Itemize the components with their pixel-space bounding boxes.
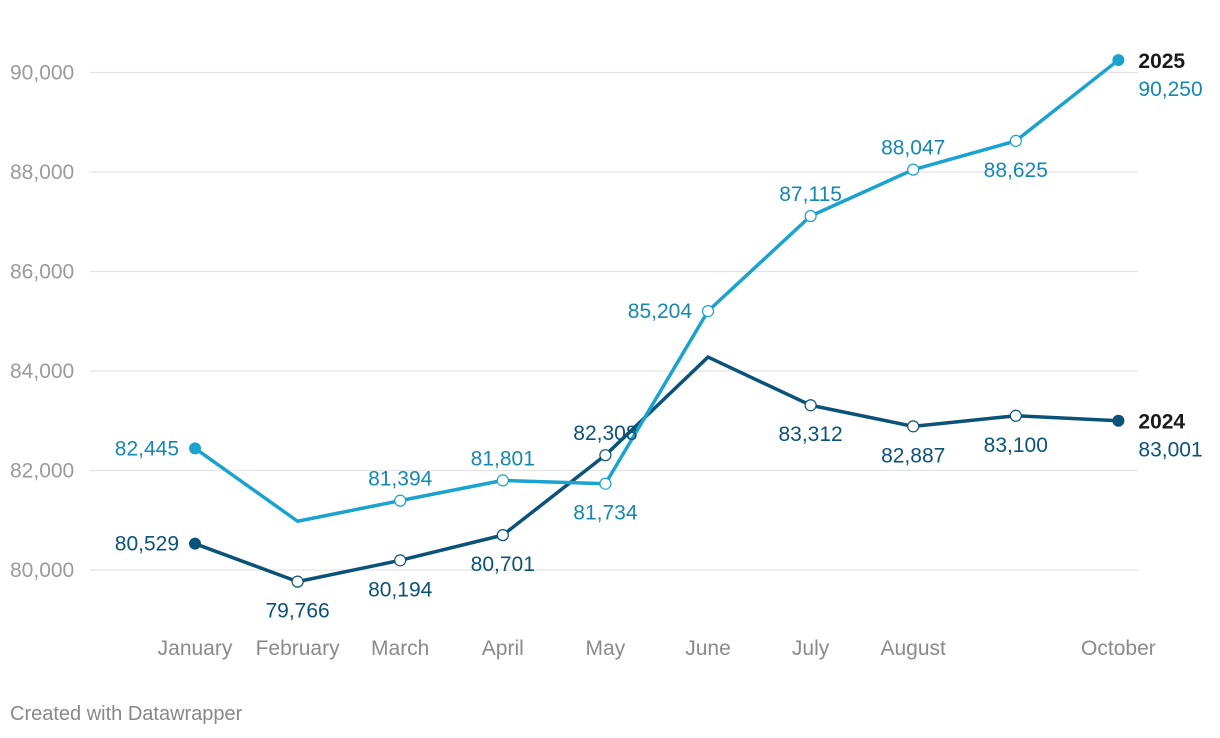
data-label: 81,394 <box>368 468 433 491</box>
data-label: 80,194 <box>368 578 433 601</box>
data-label: 80,701 <box>471 553 535 576</box>
x-tick-label: June <box>685 637 731 660</box>
endpoint-marker <box>1112 54 1125 67</box>
data-point <box>804 399 817 412</box>
x-tick-label: February <box>256 637 341 660</box>
data-label: 82,887 <box>881 444 945 467</box>
y-tick-label: 86,000 <box>10 261 74 284</box>
data-label: 81,734 <box>573 502 638 525</box>
data-label: 88,047 <box>881 137 945 160</box>
data-point <box>496 474 509 487</box>
x-tick-label: March <box>371 637 429 660</box>
x-tick-label: January <box>158 637 233 660</box>
endpoint-marker <box>189 537 201 550</box>
data-label: 90,250 <box>1138 78 1202 101</box>
data-label: 88,625 <box>984 159 1048 182</box>
series-line-2025 <box>193 58 1121 523</box>
series-name-label: 2024 <box>1138 411 1185 434</box>
x-tick-label: May <box>586 637 626 660</box>
data-label: 85,204 <box>628 300 693 323</box>
y-tick-label: 84,000 <box>10 360 74 383</box>
data-point <box>804 209 817 223</box>
x-tick-label: August <box>881 637 947 660</box>
data-point <box>394 554 407 567</box>
data-label: 80,529 <box>115 533 179 556</box>
data-label: 82,308 <box>573 422 637 445</box>
series-2025 <box>189 54 1125 523</box>
y-tick-label: 90,000 <box>10 62 74 85</box>
data-point <box>599 449 612 462</box>
series-lines <box>189 54 1125 588</box>
series-name-label: 2025 <box>1138 50 1185 73</box>
series-2024 <box>189 355 1125 588</box>
data-label: 83,312 <box>778 423 842 446</box>
data-point <box>701 305 715 318</box>
x-axis-ticks: January February March April May June July Augu… <box>158 637 1156 660</box>
data-point <box>907 420 920 433</box>
x-tick-label: July <box>792 637 830 660</box>
y-tick-label: 82,000 <box>10 460 74 483</box>
data-label: 79,766 <box>265 600 329 623</box>
data-label: 82,445 <box>115 437 179 460</box>
x-tick-label: April <box>482 637 524 660</box>
data-point <box>1009 409 1022 422</box>
data-point <box>1009 134 1022 148</box>
series-line-2024 <box>193 355 1121 584</box>
x-tick-label: October <box>1081 637 1156 660</box>
data-point <box>394 494 407 507</box>
y-tick-label: 80,000 <box>10 559 74 582</box>
endpoint-marker <box>1112 414 1125 427</box>
data-point <box>496 529 509 542</box>
y-tick-label: 88,000 <box>10 161 74 184</box>
data-point <box>291 575 304 588</box>
footer-credit: Created with Datawrapper <box>10 703 243 725</box>
data-point <box>599 477 612 490</box>
data-label: 87,115 <box>779 183 842 206</box>
endpoint-marker <box>189 442 201 455</box>
y-axis-ticks: 80,000 82,000 84,000 86,000 88,000 90,000 <box>10 62 74 583</box>
y-gridlines <box>90 71 1138 571</box>
data-label: 83,001 <box>1138 439 1202 462</box>
data-label: 83,100 <box>984 434 1048 457</box>
data-label: 81,801 <box>471 447 535 470</box>
data-labels: 80,529 79,766 80,194 80,701 82,308 83,312 82,8… <box>115 50 1203 623</box>
data-point <box>907 163 920 176</box>
